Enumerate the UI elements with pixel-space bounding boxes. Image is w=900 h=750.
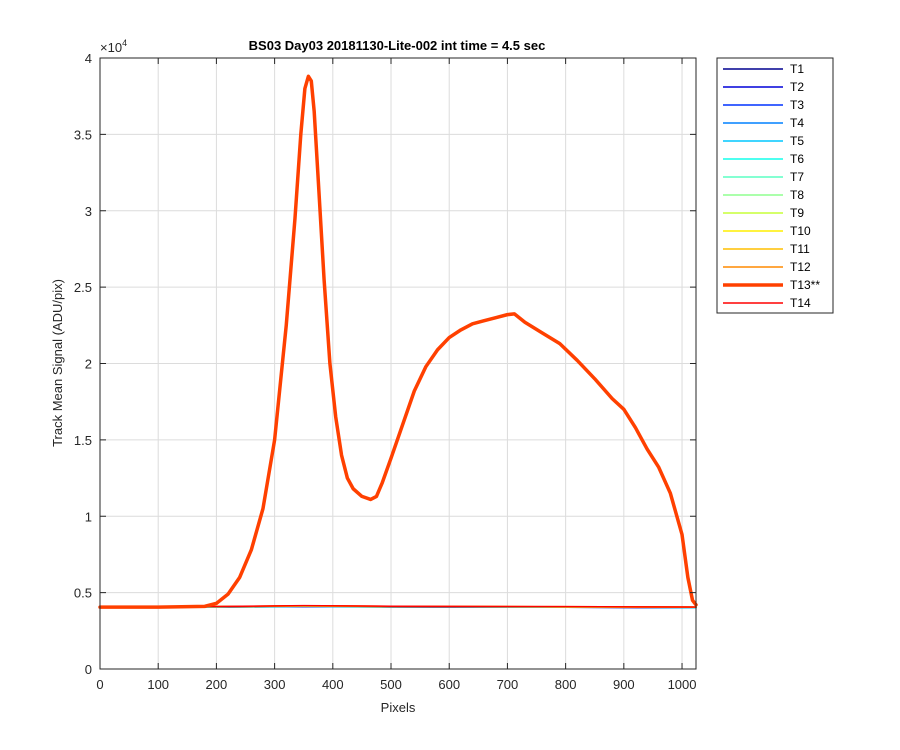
x-axis-label: Pixels (381, 700, 416, 715)
legend-label: T3 (790, 98, 804, 112)
x-tick-label: 700 (497, 677, 519, 692)
x-tick-label: 0 (96, 677, 103, 692)
y-tick-label: 2 (85, 357, 92, 372)
legend: T1 T2 T3 T4 T5 T6 T7 T8 T9 T10 T11 T12 T13** T14 (716, 57, 834, 314)
legend-label: T8 (790, 188, 804, 202)
x-tick-label: 500 (380, 677, 402, 692)
y-tick-label: 3 (85, 204, 92, 219)
axis-ticks: 0 100 200 300 400 500 600 700 800 900 1000 0 0.5 1 1.5… (74, 51, 697, 692)
legend-label: T10 (790, 224, 811, 238)
x-tick-label: 300 (264, 677, 286, 692)
legend-label: T2 (790, 80, 804, 94)
y-tick-label: 2.5 (74, 280, 92, 295)
chart-title: BS03 Day03 20181130-Lite-002 int time = … (249, 38, 546, 53)
y-exponent: ×104 (100, 38, 127, 55)
legend-label: T1 (790, 62, 804, 76)
legend-label: T4 (790, 116, 804, 130)
y-tick-label: 0.5 (74, 586, 92, 601)
series-line-t13 (98, 74, 698, 609)
legend-label: T6 (790, 152, 804, 166)
x-tick-label: 1000 (668, 677, 697, 692)
legend-label: T13** (790, 278, 820, 292)
y-tick-label: 4 (85, 51, 92, 66)
legend-label: T9 (790, 206, 804, 220)
x-tick-label: 600 (438, 677, 460, 692)
x-tick-label: 800 (555, 677, 577, 692)
legend-label: T7 (790, 170, 804, 184)
legend-label: T12 (790, 260, 811, 274)
series-lines (98, 74, 698, 609)
plot-area: 0 100 200 300 400 500 600 700 800 900 1000 0 0.5 1 1.5… (74, 51, 698, 692)
x-tick-label: 400 (322, 677, 344, 692)
y-tick-label: 1 (85, 509, 92, 524)
x-tick-label: 100 (147, 677, 169, 692)
legend-box (716, 57, 834, 314)
y-tick-label: 3.5 (74, 127, 92, 142)
legend-label: T11 (790, 242, 810, 256)
y-tick-label: 0 (85, 662, 92, 677)
x-tick-label: 900 (613, 677, 635, 692)
legend-label: T14 (790, 296, 811, 310)
grid-lines (100, 58, 696, 669)
y-axis-label: Track Mean Signal (ADU/pix) (50, 279, 65, 447)
legend-label: T5 (790, 134, 804, 148)
x-tick-label: 200 (206, 677, 228, 692)
y-tick-label: 1.5 (74, 433, 92, 448)
